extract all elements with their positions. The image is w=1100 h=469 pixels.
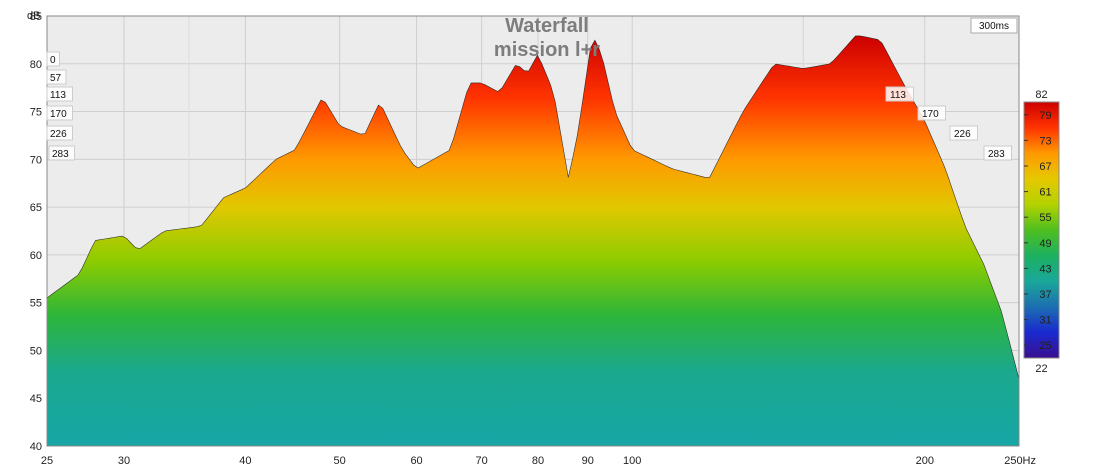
colorbar-tick-label: 43 — [1039, 263, 1051, 275]
waterfall-surface — [47, 35, 1019, 446]
colorbar-tick-label: 37 — [1039, 289, 1051, 301]
y-tick-label: 50 — [30, 345, 42, 357]
time-slice-labels-left: 0 57 113 170 226 283 — [46, 51, 75, 161]
x-tick-label: 200 — [916, 455, 934, 467]
time-slice-label: 170 — [50, 109, 67, 120]
y-axis-ticks: 40 45 50 55 60 65 70 75 80 85 — [30, 11, 42, 453]
chart-subtitle: mission l+r — [494, 39, 600, 61]
colorbar-max-label: 82 — [1035, 89, 1047, 101]
y-tick-label: 60 — [30, 250, 42, 262]
time-slice-box — [46, 86, 73, 102]
time-slice-label: 283 — [988, 149, 1005, 160]
plot-frame — [46, 15, 1020, 447]
colorbar-tick-label: 31 — [1039, 315, 1051, 327]
time-slice-labels-right: 113 170 226 283 — [885, 86, 1012, 161]
time-slice-box — [917, 105, 946, 121]
time-slice-label: 0 — [50, 55, 56, 66]
y-tick-label: 80 — [30, 59, 42, 71]
y-tick-label: 65 — [30, 202, 42, 214]
x-tick-label: 90 — [582, 455, 594, 467]
waterfall-slice — [47, 35, 1019, 446]
time-slice-label: 226 — [954, 129, 971, 140]
colorbar: 82 22 79 73 67 61 55 49 43 37 31 25 — [1023, 89, 1060, 375]
colorbar-min-label: 22 — [1035, 363, 1047, 375]
y-tick-label: 45 — [30, 393, 42, 405]
x-tick-label: 70 — [476, 455, 488, 467]
time-slice-box — [46, 69, 67, 85]
x-tick-label: 50 — [333, 455, 345, 467]
x-tick-label: 80 — [532, 455, 544, 467]
y-tick-label: 75 — [30, 107, 42, 119]
x-tick-label: 60 — [410, 455, 422, 467]
x-tick-label: 100 — [623, 455, 641, 467]
time-label: 300ms — [979, 21, 1009, 32]
x-tick-label: 30 — [118, 455, 130, 467]
x-tick-label: 40 — [239, 455, 251, 467]
time-slice-label: 113 — [890, 90, 906, 101]
x-tick-label: 250Hz — [1004, 455, 1036, 467]
colorbar-tick-label: 67 — [1039, 161, 1051, 173]
time-slice-box — [46, 105, 73, 121]
colorbar-tick-label: 49 — [1039, 238, 1051, 250]
time-slice-label: 283 — [52, 149, 69, 160]
time-label-box: 300ms — [970, 17, 1018, 34]
time-slice-label: 57 — [50, 73, 62, 84]
y-tick-label: 85 — [30, 11, 42, 23]
time-slice-box — [46, 125, 73, 141]
y-tick-label: 70 — [30, 154, 42, 166]
time-slice-label: 170 — [922, 109, 939, 120]
y-tick-label: 40 — [30, 441, 42, 453]
colorbar-scale — [1023, 101, 1060, 359]
chart-title: Waterfall — [505, 15, 589, 37]
y-axis-label: dB — [27, 10, 40, 22]
colorbar-tick-label: 55 — [1039, 212, 1051, 224]
colorbar-tick-label: 25 — [1039, 340, 1051, 352]
x-tick-label: 25 — [41, 455, 53, 467]
time-slice-box — [46, 51, 60, 67]
time-slice-box — [983, 145, 1012, 161]
x-axis-ticks: 25 30 40 50 60 70 80 90 100 200 250Hz — [41, 455, 1036, 467]
colorbar-tick-label: 61 — [1039, 187, 1051, 199]
y-tick-label: 55 — [30, 298, 42, 310]
time-slice-box — [949, 125, 978, 141]
time-slice-label: 226 — [50, 129, 67, 140]
colorbar-tick-label: 73 — [1039, 135, 1051, 147]
time-slice-box — [48, 145, 75, 161]
time-slice-label: 113 — [50, 90, 66, 101]
colorbar-tick-label: 79 — [1039, 110, 1051, 122]
time-slice-box — [885, 86, 914, 102]
